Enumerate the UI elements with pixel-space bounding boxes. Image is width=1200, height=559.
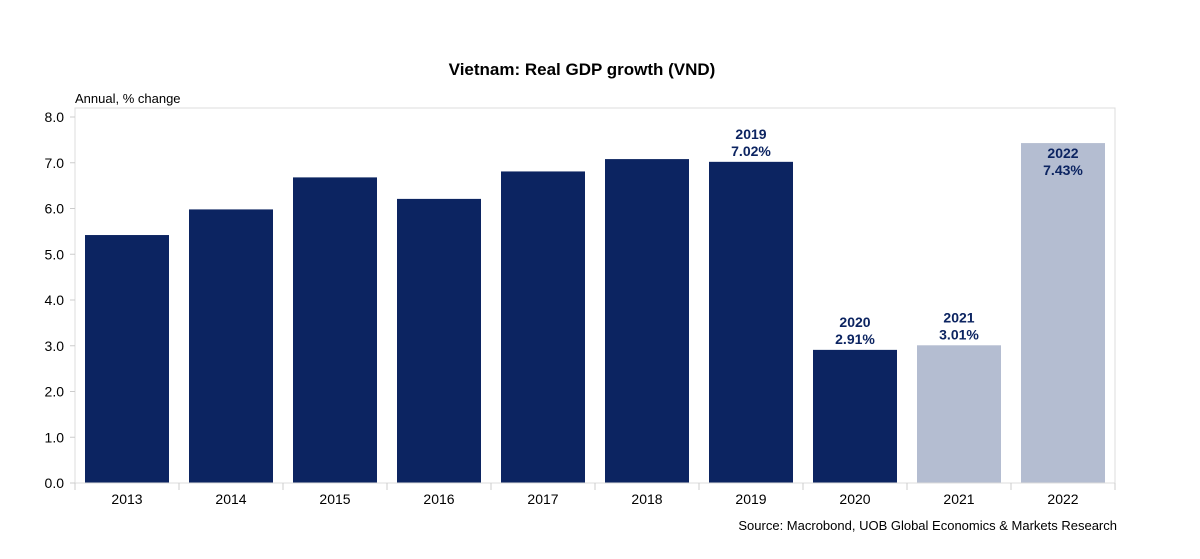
data-label-year: 2020 bbox=[839, 314, 870, 330]
bar-2019 bbox=[709, 161, 793, 483]
y-tick-label: 3.0 bbox=[45, 338, 65, 354]
x-tick-label: 2020 bbox=[839, 491, 870, 507]
data-label-value: 2.91% bbox=[835, 331, 875, 347]
x-tick-label: 2015 bbox=[319, 491, 350, 507]
data-label-year: 2019 bbox=[735, 126, 766, 142]
chart-title: Vietnam: Real GDP growth (VND) bbox=[449, 60, 716, 79]
data-label-year: 2021 bbox=[943, 309, 974, 325]
y-tick-label: 5.0 bbox=[45, 246, 65, 262]
y-tick-label: 6.0 bbox=[45, 201, 65, 217]
bar-2018 bbox=[605, 159, 689, 483]
y-axis-label: Annual, % change bbox=[75, 91, 181, 106]
data-label-value: 3.01% bbox=[939, 326, 979, 342]
x-tick-label: 2019 bbox=[735, 491, 766, 507]
x-tick-label: 2013 bbox=[111, 491, 142, 507]
bar-2015 bbox=[293, 177, 377, 483]
bar-2016 bbox=[397, 198, 481, 483]
source-note: Source: Macrobond, UOB Global Economics … bbox=[738, 518, 1117, 533]
x-tick-label: 2016 bbox=[423, 491, 454, 507]
y-tick-label: 8.0 bbox=[45, 109, 65, 125]
y-tick-label: 7.0 bbox=[45, 155, 65, 171]
bar-2013 bbox=[85, 235, 169, 483]
x-tick-label: 2018 bbox=[631, 491, 662, 507]
bar-2021 bbox=[917, 345, 1001, 483]
data-label-value: 7.02% bbox=[731, 143, 771, 159]
y-tick-label: 2.0 bbox=[45, 384, 65, 400]
y-tick-label: 1.0 bbox=[45, 429, 65, 445]
y-tick-label: 0.0 bbox=[45, 475, 65, 491]
bar-2017 bbox=[501, 171, 585, 483]
data-label-value: 7.43% bbox=[1043, 162, 1083, 178]
x-tick-label: 2014 bbox=[215, 491, 246, 507]
x-tick-label: 2017 bbox=[527, 491, 558, 507]
bar-2020 bbox=[813, 349, 897, 483]
bar-2014 bbox=[189, 209, 273, 484]
x-tick-label: 2021 bbox=[943, 491, 974, 507]
bar-2022 bbox=[1021, 143, 1105, 483]
y-tick-label: 4.0 bbox=[45, 292, 65, 308]
x-tick-label: 2022 bbox=[1047, 491, 1078, 507]
data-label-year: 2022 bbox=[1047, 145, 1078, 161]
